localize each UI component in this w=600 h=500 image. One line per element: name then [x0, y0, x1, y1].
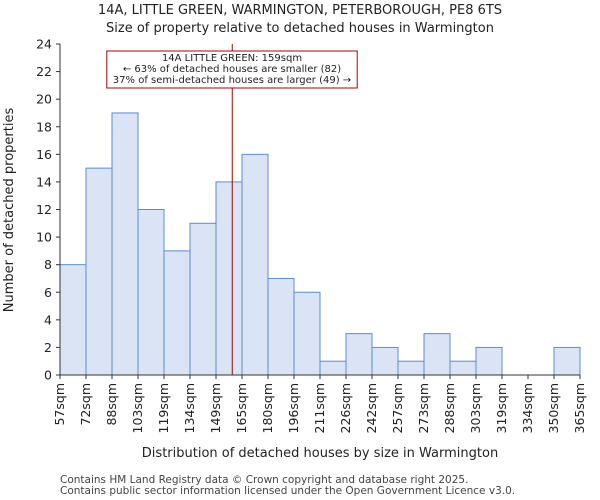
y-tick-label: 2 — [44, 340, 52, 355]
annotation-box: 14A LITTLE GREEN: 159sqm ← 63% of detach… — [106, 50, 358, 89]
annotation-frame — [106, 50, 358, 89]
bar-149sqm — [215, 181, 243, 376]
y-tick-label: 8 — [44, 257, 52, 272]
x-tick-label: 57sqm — [52, 383, 67, 426]
x-ticks-group: 57sqm 72sqm 88sqm 103sqm 119sqm 134sqm 149sqm 1… — [52, 375, 587, 433]
bar-350sqm — [553, 346, 581, 376]
chart-title: 14A, LITTLE GREEN, WARMINGTON, PETERBORO… — [98, 3, 502, 18]
annotation-line-1: 14A LITTLE GREEN: 159sqm — [162, 53, 302, 64]
x-tick-label: 365sqm — [572, 383, 587, 433]
footer-line-2: Contains public sector information licen… — [60, 485, 516, 497]
x-tick-label: 288sqm — [442, 383, 457, 433]
x-tick-label: 350sqm — [546, 383, 561, 433]
x-tick-label: 119sqm — [156, 383, 171, 433]
footer-line-1: Contains HM Land Registry data © Crown c… — [60, 474, 469, 486]
x-tick-label: 72sqm — [78, 383, 93, 426]
x-tick-label: 88sqm — [104, 383, 119, 426]
y-tick-label: 24 — [36, 37, 52, 52]
bar-57sqm — [59, 264, 87, 376]
y-tick-label: 10 — [36, 230, 52, 245]
bar-103sqm — [137, 209, 165, 376]
x-axis-label: Distribution of detached houses by size … — [142, 446, 498, 461]
x-tick-label: 257sqm — [390, 383, 405, 433]
bar-180sqm — [267, 277, 295, 376]
x-tick-label: 103sqm — [130, 383, 145, 433]
bars-group — [59, 112, 581, 376]
bar-196sqm — [293, 291, 321, 376]
x-tick-label: 334sqm — [520, 383, 535, 433]
bar-119sqm — [163, 250, 191, 376]
y-axis-label: Number of detached properties — [2, 108, 17, 313]
y-tick-label: 14 — [36, 174, 52, 189]
y-tick-label: 18 — [36, 119, 52, 134]
y-tick-label: 6 — [44, 285, 52, 300]
bar-211sqm — [319, 360, 347, 376]
x-tick-label: 196sqm — [286, 383, 301, 433]
x-tick-label: 273sqm — [416, 383, 431, 433]
x-tick-label: 226sqm — [338, 383, 353, 433]
y-tick-label: 0 — [44, 368, 52, 383]
bar-242sqm — [371, 346, 399, 376]
bar-134sqm — [189, 222, 217, 376]
x-tick-label: 303sqm — [468, 383, 483, 433]
x-tick-label: 319sqm — [494, 383, 509, 433]
bar-165sqm — [241, 153, 269, 376]
y-tick-label: 12 — [36, 202, 52, 217]
bar-72sqm — [85, 167, 113, 376]
x-tick-label: 165sqm — [234, 383, 249, 433]
bar-257sqm — [397, 360, 425, 376]
annotation-line-3: 37% of semi-detached houses are larger (… — [113, 75, 351, 86]
y-tick-label: 4 — [44, 312, 52, 327]
y-tick-label: 16 — [36, 147, 52, 162]
bar-226sqm — [345, 333, 373, 376]
bar-273sqm — [423, 333, 451, 376]
y-tick-label: 22 — [36, 64, 52, 79]
x-tick-label: 180sqm — [260, 383, 275, 433]
y-tick-label: 20 — [36, 92, 52, 107]
annotation-line-2: ← 63% of detached houses are smaller (82… — [123, 64, 341, 75]
chart-subtitle: Size of property relative to detached ho… — [106, 21, 494, 36]
x-tick-label: 242sqm — [364, 383, 379, 433]
x-tick-label: 134sqm — [182, 383, 197, 433]
x-tick-label: 149sqm — [208, 383, 223, 433]
bar-303sqm — [475, 346, 503, 376]
bar-88sqm — [111, 112, 139, 376]
bar-288sqm — [449, 360, 477, 376]
x-tick-label: 211sqm — [312, 383, 327, 433]
